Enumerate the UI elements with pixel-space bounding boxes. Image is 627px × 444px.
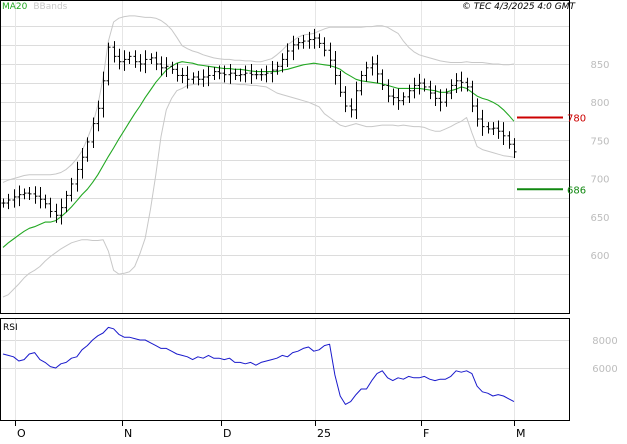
y-tick-label: 600 (590, 251, 609, 262)
rsi-panel-frame (0, 318, 570, 421)
level-label-686: 686 (567, 185, 586, 196)
y-tick-label: 750 (590, 136, 609, 147)
rsi-y-tick-label: 8000 (592, 336, 617, 347)
x-tick-label: F (423, 427, 429, 440)
rsi-title: RSI (3, 323, 18, 333)
x-tick-label: 25 (317, 427, 331, 440)
y-tick-label: 850 (590, 60, 609, 71)
legend-item: MA20 (2, 2, 28, 12)
y-tick-label: 700 (590, 175, 609, 186)
legend: MA20 BBands (2, 2, 68, 12)
x-tick-label: O (17, 427, 26, 440)
rsi-y-tick-label: 6000 (592, 364, 617, 375)
x-tick-label: D (223, 427, 231, 440)
level-label-780: 780 (567, 113, 586, 124)
y-tick-label: 800 (590, 98, 609, 109)
x-tick-label: M (516, 427, 526, 440)
y-tick-label: 650 (590, 213, 609, 224)
price-panel-frame (0, 0, 570, 314)
rsi-line (2, 326, 515, 405)
bollinger-lower-line (2, 82, 515, 298)
x-tick-label: N (124, 427, 132, 440)
chart-info-text: © TEC 4/3/2025 4:0 GMT (462, 2, 577, 12)
bollinger-upper-line (2, 15, 515, 183)
ma20-line (2, 61, 515, 248)
legend-item: BBands (33, 2, 67, 12)
